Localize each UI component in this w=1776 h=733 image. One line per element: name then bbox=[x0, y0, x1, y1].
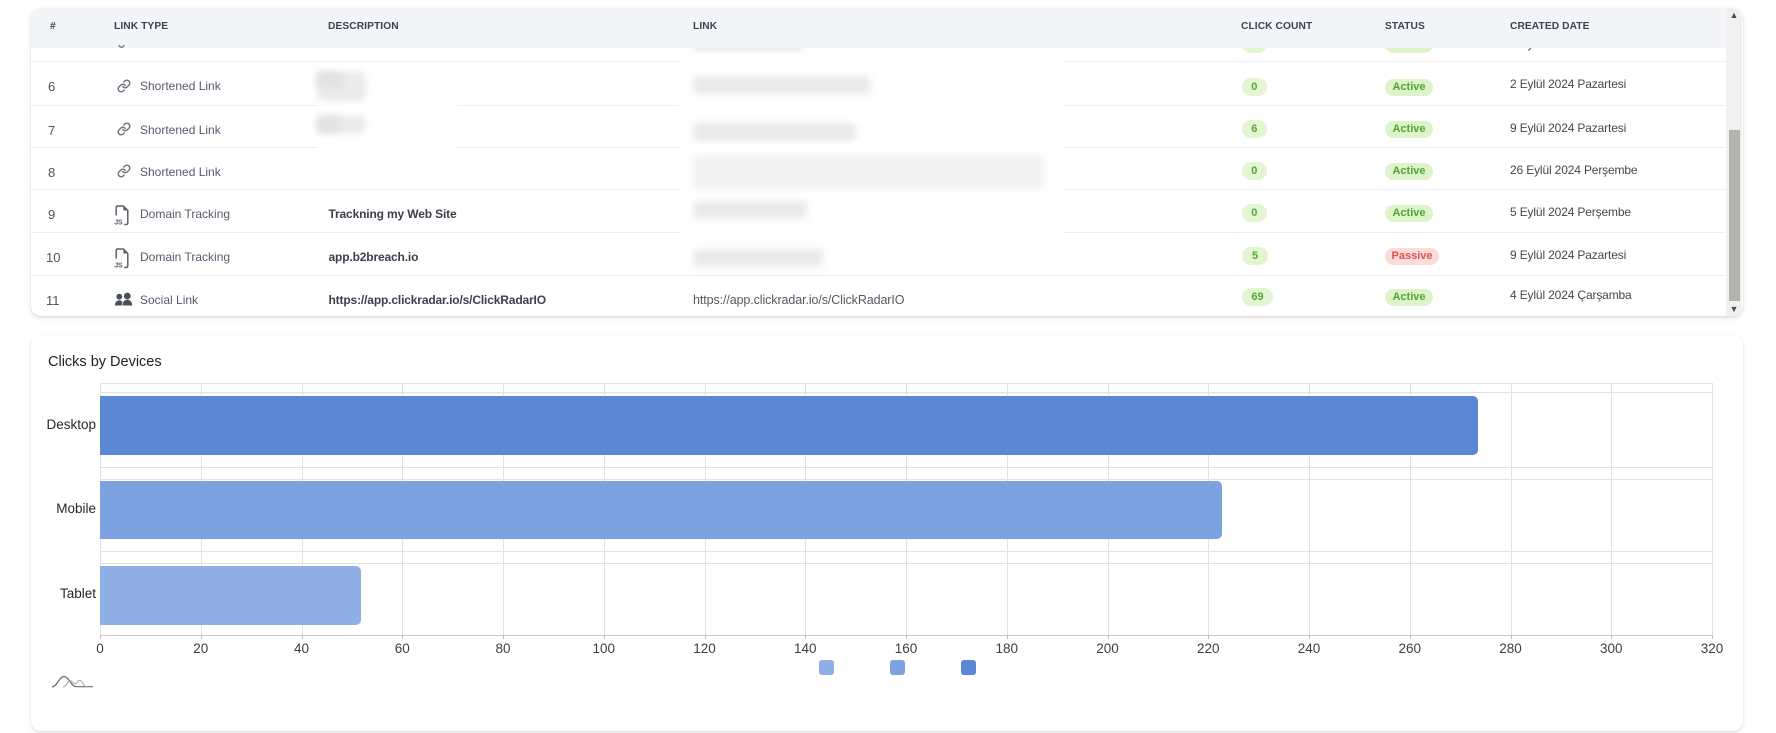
svg-text:JS: JS bbox=[114, 260, 123, 269]
svg-text:JS: JS bbox=[114, 217, 123, 226]
